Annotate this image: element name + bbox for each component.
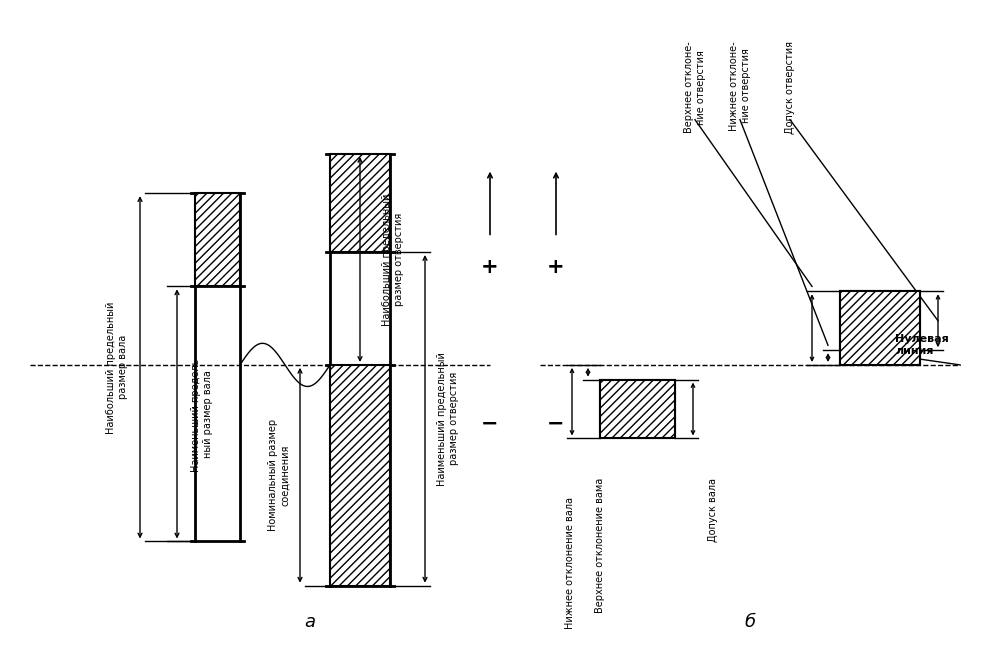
Text: б: б [744,613,755,631]
Text: a: a [304,613,315,631]
Text: −: − [547,414,565,434]
Text: Наибольший предельный
размер отверстия: Наибольший предельный размер отверстия [382,193,403,326]
Text: +: + [482,257,498,277]
Text: Нижнее отклоне-
ние отверстия: Нижнее отклоне- ние отверстия [729,41,751,131]
Bar [840,291,920,365]
Bar [840,291,920,365]
Bar [330,365,390,586]
Text: Наибольший предельный
размер вала: Наибольший предельный размер вала [106,301,128,434]
Text: Верхнее отклонение вама: Верхнее отклонение вама [595,478,605,613]
Bar [600,379,675,438]
Text: Нулевая
линия: Нулевая линия [895,334,948,356]
Text: +: + [547,257,565,277]
Text: Допуск отверстия: Допуск отверстия [785,41,795,134]
Text: Наименьший предельный
размер отверстия: Наименьший предельный размер отверстия [437,352,459,486]
Text: −: − [482,414,498,434]
Text: Нижнее отклонение вала: Нижнее отклонение вала [565,497,575,630]
Text: Наименьший предель-
ный размер вала: Наименьший предель- ный размер вала [191,355,213,473]
Bar [330,154,390,252]
Bar [195,193,240,287]
Text: Допуск вала: Допуск вала [708,478,718,542]
Text: Верхнее отклоне-
ние отверстия: Верхнее отклоне- ние отверстия [684,41,706,133]
Text: Номинальный размер
соединения: Номинальный размер соединения [269,419,290,532]
Bar [600,379,675,438]
